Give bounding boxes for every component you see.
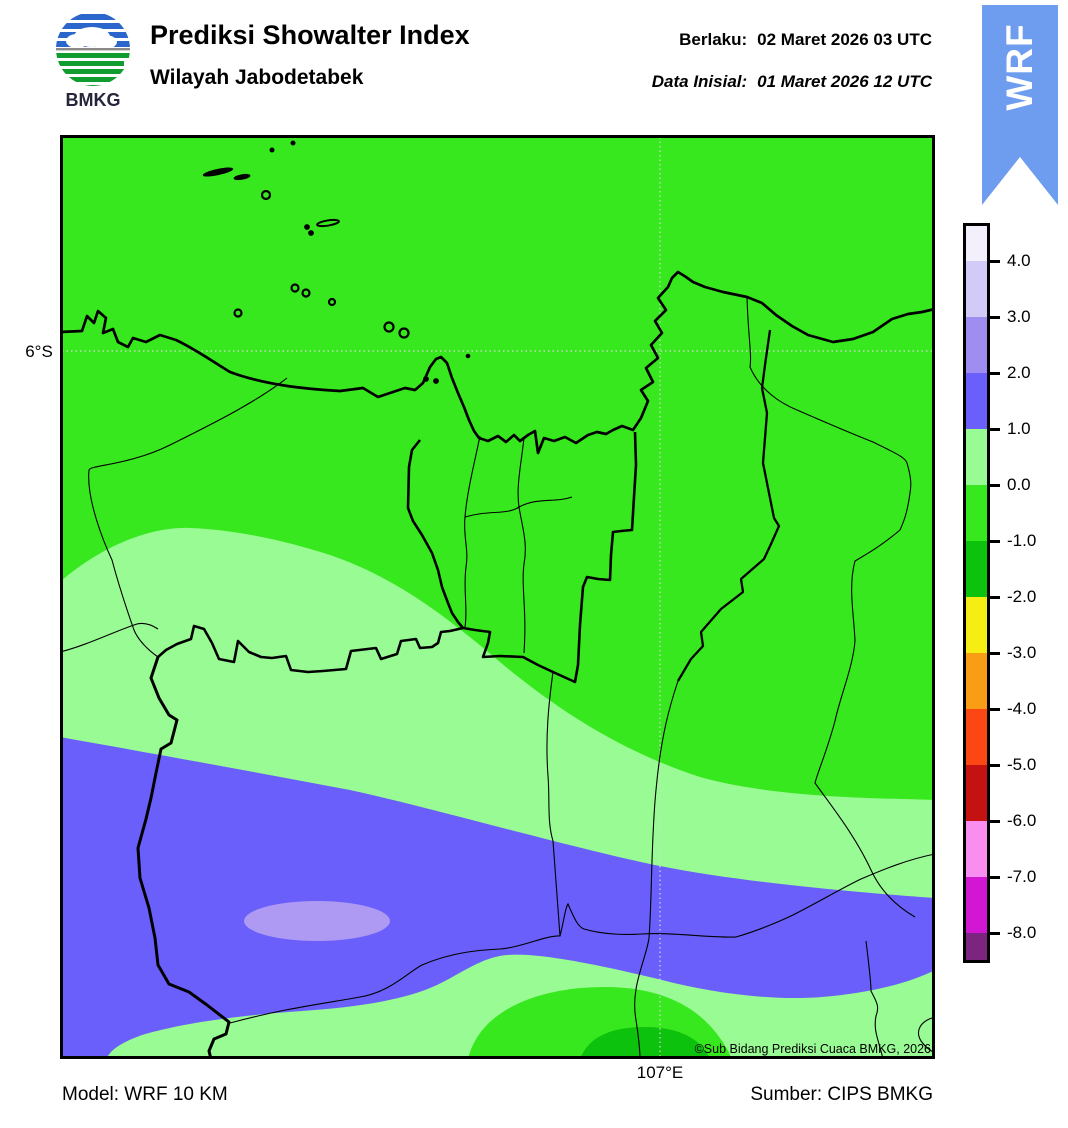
map-canvas (60, 135, 935, 1059)
colorbar-tick (990, 371, 1000, 375)
colorbar-tick (990, 651, 1000, 655)
colorbar-tick (990, 315, 1000, 319)
admin-boundaries-thin (60, 296, 935, 1059)
bmkg-logo-icon: BMKG (56, 12, 130, 110)
page-title: Prediksi Showalter Index (150, 20, 470, 50)
colorbar-tick-label: 1.0 (1007, 419, 1031, 438)
colorbar-tick (990, 483, 1000, 487)
colorbar-tick (990, 875, 1000, 879)
contour-region-1-2 (60, 737, 935, 1059)
colorbar-segment (966, 877, 987, 933)
wrf-ribbon-banner: WRF (982, 5, 1058, 205)
initial-time-line: Data Inisial: 01 Maret 2026 12 UTC (0, 72, 932, 92)
page-subtitle: Wilayah Jabodetabek (150, 66, 364, 89)
admin-boundaries-thick (136, 329, 781, 1059)
wrf-ribbon-label: WRF (999, 23, 1040, 111)
source-label: Sumber: CIPS BMKG (750, 1084, 933, 1105)
bmkg-logo-text: BMKG (66, 90, 121, 110)
colorbar-tick (990, 707, 1000, 711)
colorbar-tick-label: 0.0 (1007, 475, 1031, 494)
colorbar-segment (966, 317, 987, 373)
colorbar-segments (963, 223, 990, 963)
colorbar-tick (990, 595, 1000, 599)
colorbar-tick-label: -4.0 (1007, 699, 1037, 718)
colorbar-segment (966, 226, 987, 261)
colorbar-tick-label: -1.0 (1007, 531, 1037, 550)
colorbar-tick-label: -8.0 (1007, 923, 1037, 942)
map-frame (60, 135, 935, 1059)
colorbar-segment (966, 765, 987, 821)
model-label: Model: WRF 10 KM (62, 1084, 228, 1105)
map-copyright: ©Sub Bidang Prediksi Cuaca BMKG, 2026 (694, 1042, 931, 1056)
colorbar-tick (990, 763, 1000, 767)
colorbar-tick-label: 3.0 (1007, 307, 1031, 326)
colorbar-tick (990, 931, 1000, 935)
colorbar-segment (966, 821, 987, 877)
colorbar-tick-label: -7.0 (1007, 867, 1037, 886)
colorbar-tick-label: -5.0 (1007, 755, 1037, 774)
valid-time-label: Berlaku: (679, 30, 748, 49)
colorbar-segment (966, 709, 987, 765)
colorbar-segment (966, 429, 987, 485)
colorbar-tick (990, 259, 1000, 263)
colorbar-segment (966, 653, 987, 709)
colorbar-tick-label: -6.0 (1007, 811, 1037, 830)
valid-time-line: Berlaku: 02 Maret 2026 03 UTC (0, 30, 932, 50)
initial-time-label: Data Inisial: (651, 72, 748, 91)
colorbar-tick (990, 539, 1000, 543)
colorbar: 4.0 3.0 2.0 1.0 0.0 -1.0 -2.0 -3.0 -4.0 -5.0 -6.0 -… (963, 223, 1068, 963)
colorbar-segment (966, 485, 987, 541)
valid-time-value: 02 Maret 2026 03 UTC (757, 30, 932, 49)
initial-time-value: 01 Maret 2026 12 UTC (757, 72, 932, 91)
lon-tick-label: 107°E (636, 1063, 684, 1082)
colorbar-tick (990, 819, 1000, 823)
colorbar-tick-label: 4.0 (1007, 251, 1031, 270)
lat-tick-label: 6°S (25, 342, 53, 361)
bmkg-logo: BMKG (52, 10, 134, 110)
colorbar-tick-label: -2.0 (1007, 587, 1037, 606)
contour-region-2-3 (244, 901, 390, 941)
colorbar-tick-label: 2.0 (1007, 363, 1031, 382)
colorbar-tick (990, 427, 1000, 431)
colorbar-tick-label: -3.0 (1007, 643, 1037, 662)
colorbar-segment (966, 541, 987, 597)
coastline (60, 270, 935, 455)
contour-region-minus2-minus1 (580, 1027, 710, 1059)
showalter-index-map: ©Sub Bidang Prediksi Cuaca BMKG, 2026 (60, 135, 935, 1059)
colorbar-segment (966, 597, 987, 653)
islands (202, 140, 471, 384)
graticule (62, 137, 933, 1057)
colorbar-segment (966, 373, 987, 429)
colorbar-segment (966, 933, 987, 960)
colorbar-segment (966, 261, 987, 317)
